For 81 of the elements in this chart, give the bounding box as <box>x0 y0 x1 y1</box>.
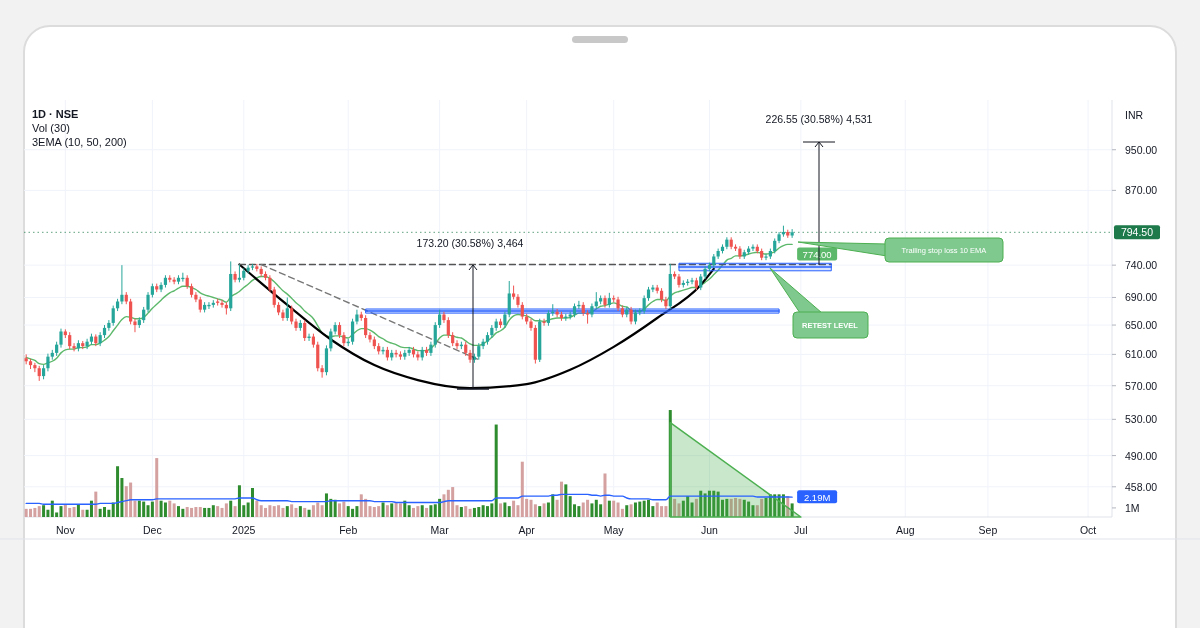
candlestick <box>329 328 333 352</box>
x-tick-label: Dec <box>143 524 162 536</box>
candlestick <box>350 318 355 346</box>
candlestick <box>303 319 307 342</box>
candlestick <box>468 349 472 364</box>
annotation: 3EMA (10, 50, 200) <box>32 136 127 148</box>
x-tick-label: May <box>603 524 625 536</box>
candlestick <box>507 280 511 318</box>
candlestick <box>220 299 224 309</box>
candlestick <box>738 245 742 260</box>
candlestick <box>159 281 163 293</box>
candlestick <box>33 362 37 373</box>
candlestick <box>316 341 320 372</box>
x-tick-label: Mar <box>430 524 450 536</box>
candlestick <box>416 350 420 361</box>
candlestick <box>690 277 694 285</box>
x-tick-label: Jul <box>794 524 808 536</box>
candlestick <box>433 321 437 349</box>
y-tick-label: 690.00 <box>1125 291 1158 304</box>
candlestick <box>529 318 533 332</box>
annotation: 173.20 (30.58%) 3,464 <box>416 237 524 249</box>
candlestick <box>442 311 446 324</box>
annotation: 226.55 (30.58%) 4,531 <box>765 113 873 125</box>
x-tick-label: Nov <box>56 524 76 536</box>
y-tick-label: 950.00 <box>1125 143 1158 156</box>
y-tick-label: 458.00 <box>1125 480 1158 493</box>
data-label: 2.19M <box>803 491 831 503</box>
candlestick <box>764 253 768 261</box>
x-tick-label: Aug <box>895 524 915 536</box>
ref-line-label: 794.50 <box>1120 226 1154 239</box>
candlestick <box>194 291 198 303</box>
y-axis-title: INR <box>1125 109 1144 121</box>
y-tick-label: 740.00 <box>1125 259 1158 272</box>
candlestick <box>320 364 324 379</box>
x-tick-label: 2025 <box>232 524 256 536</box>
x-tick-label: Apr <box>518 524 536 536</box>
candlestick <box>294 318 298 332</box>
annotation: Vol (30) <box>32 122 70 134</box>
candlestick <box>355 309 359 325</box>
candlestick <box>555 308 559 318</box>
candlestick <box>446 316 450 339</box>
candlestick <box>368 331 372 343</box>
x-tick-label: Oct <box>1079 524 1097 536</box>
candlestick <box>246 264 250 274</box>
candlestick <box>751 243 755 252</box>
candlestick <box>642 294 646 315</box>
candlestick <box>120 264 124 305</box>
candlestick <box>455 339 459 350</box>
text: 1D · NSE <box>32 108 79 120</box>
candlestick <box>324 344 329 376</box>
candlestick <box>146 291 150 313</box>
candlestick <box>133 318 137 333</box>
candlestick <box>603 294 607 309</box>
x-tick-label: Jun <box>700 524 719 536</box>
line-series <box>238 263 715 390</box>
candlestick <box>585 309 590 325</box>
candlestick <box>172 276 176 285</box>
candlestick <box>272 286 276 309</box>
candlestick <box>59 328 63 349</box>
y-tick-label: 650.00 <box>1125 319 1158 332</box>
data-label: 774.00 <box>802 248 832 260</box>
candlestick <box>129 298 133 325</box>
candlestick <box>285 296 289 322</box>
x-tick-label: Sep <box>978 524 998 536</box>
y-tick-label: 570.00 <box>1125 379 1158 392</box>
y-tick-label: 530.00 <box>1125 413 1158 426</box>
y-tick-label: 870.00 <box>1125 184 1158 197</box>
candlestick <box>72 342 76 352</box>
y-tick-label: 610.00 <box>1125 348 1158 361</box>
candlestick <box>281 309 285 322</box>
candlestick <box>516 293 520 309</box>
candlestick <box>111 305 115 327</box>
candlestick <box>107 319 111 332</box>
candlestick <box>364 314 368 339</box>
y-tick-label: 490.00 <box>1125 449 1158 462</box>
y2-tick-label: 1M <box>1125 501 1140 514</box>
candlestick <box>790 228 794 239</box>
candlestick <box>290 305 294 325</box>
candlestick <box>207 301 211 310</box>
x-tick-label: Feb <box>339 524 358 536</box>
candlestick <box>233 270 237 283</box>
